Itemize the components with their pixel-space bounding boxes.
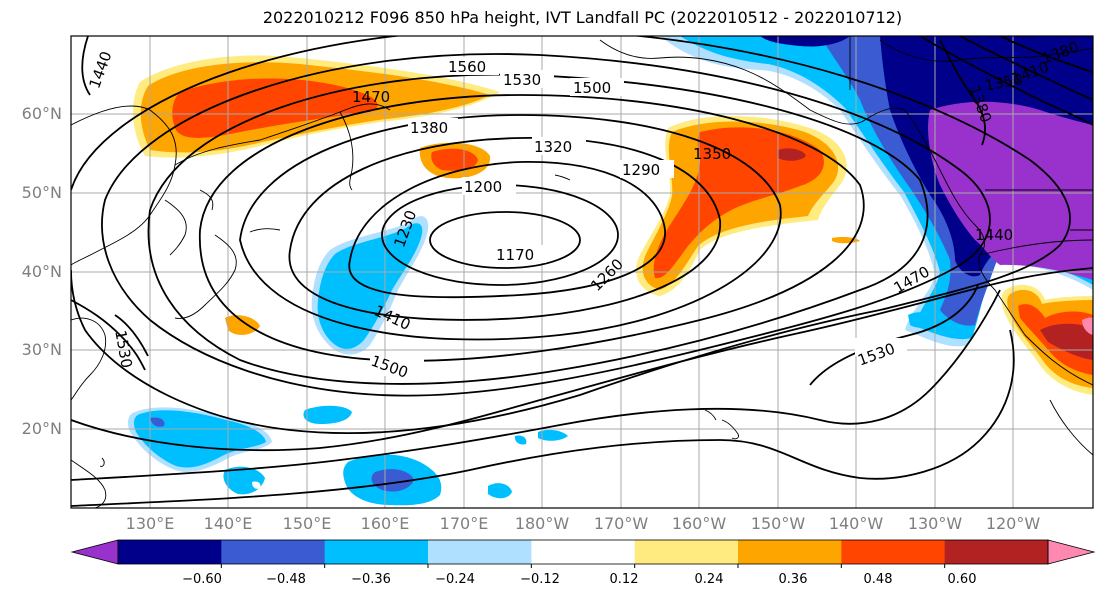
colorbar-tick-label: 0.60 [947,572,977,587]
lat-label-30n: 30°N [21,340,62,359]
contour-label: 1380 [410,119,448,137]
lat-label-60n: 60°N [21,104,62,123]
colorbar-tick-label: 0.24 [694,572,724,587]
contour-label: 1440 [975,226,1013,244]
contour-label: 1350 [693,145,731,163]
colorbar-cell [118,540,222,564]
colorbar-cell [634,540,739,564]
colorbar-tick-label: 0.12 [609,572,639,587]
lat-label-20n: 20°N [21,419,62,438]
lon-label: 160°E [360,514,410,533]
height-contours [71,36,1093,507]
colorbar-tick-label: 0.36 [778,572,808,587]
page-title: 2022010212 F096 850 hPa height, IVT Land… [262,8,903,27]
coastlines [71,36,1093,508]
colorbar-tick-label: −0.12 [520,572,560,587]
lon-label: 130°W [907,514,963,533]
lon-label: 140°E [203,514,253,533]
colorbar-tick-label: −0.24 [435,572,475,587]
colorbar-tick-label: 0.48 [863,572,893,587]
colorbar-cell [428,540,532,564]
colorbar-cell [324,540,429,564]
contour-label: 1470 [352,88,390,106]
contour-label: 1200 [464,178,502,196]
lon-label: 140°W [828,514,884,533]
colorbar-extend-high [1047,539,1096,565]
contour-label: 1560 [448,58,486,76]
contour-label: 1530 [503,71,541,89]
colorbar-tick-label: −0.48 [266,572,306,587]
colorbar-cell [221,540,326,564]
colorbar-tick-label: −0.36 [351,572,391,587]
lon-label: 130°E [125,514,175,533]
colorbar-cell [738,540,842,564]
contour-label: 1290 [622,161,660,179]
lat-label-40n: 40°N [21,262,62,281]
lon-label: 160°W [671,514,727,533]
colorbar-frame [117,539,1049,565]
colorbar-tick-label: −0.60 [182,572,222,587]
lon-label: 170°E [439,514,489,533]
colorbar-cell [944,540,1049,564]
colorbar-cell [531,540,636,564]
colorbar-extend-low [70,539,119,565]
contour-label: 1170 [496,246,534,264]
lon-label: 150°E [282,514,332,533]
lon-label: 120°W [985,514,1041,533]
lat-label-50n: 50°N [21,183,62,202]
contour-label: 1320 [534,138,572,156]
lon-label: 170°W [593,514,649,533]
lon-label: 150°W [750,514,806,533]
map-frame [70,35,1094,509]
lon-label: 180°W [514,514,570,533]
gridlines [71,36,1093,508]
colorbar-cell [841,540,946,564]
contour-label: 1500 [573,79,611,97]
